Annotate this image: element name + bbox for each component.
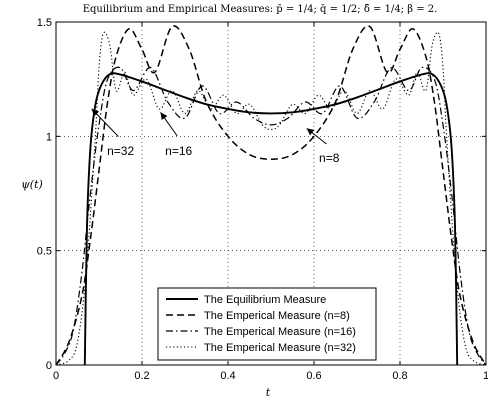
legend-box: [157, 287, 377, 361]
x-tick-label: 0.2: [134, 370, 149, 382]
x-axis-label: t: [266, 386, 271, 399]
y-tick-label: 1.5: [37, 17, 52, 29]
legend-label: The Emperical Measure (n=8): [204, 310, 350, 322]
series-line-2: [55, 25, 487, 366]
annotation-arrowhead: [91, 108, 100, 117]
y-tick-label: 0.5: [37, 246, 52, 258]
annotation-label: n=16: [165, 144, 192, 158]
legend-label: The Emperical Measure (n=32): [204, 342, 356, 354]
x-tick-label: 0.4: [220, 370, 235, 382]
y-tick-label: 0: [46, 360, 52, 372]
annotation-arrowhead: [160, 112, 168, 121]
x-tick-label: 0.6: [306, 370, 321, 382]
annotations: n=32 n=16 n=8: [91, 108, 340, 165]
y-axis-label: ψ(t): [21, 178, 43, 191]
x-tick-label: 1: [483, 370, 488, 382]
legend-label: The Emperical Measure (n=16): [204, 326, 356, 338]
y-tick-label: 1: [46, 131, 52, 143]
annotation-label: n=8: [319, 151, 340, 165]
x-tick-label: 0: [53, 370, 59, 382]
annotation-arrowhead: [306, 128, 315, 136]
ticks: 0 0.2 0.4 0.6 0.8 1 0 0.5 1 1.5: [37, 17, 488, 382]
annotation-label: n=32: [107, 144, 134, 158]
chart-title: Equilibrium and Empirical Measures: p̄ =…: [83, 4, 438, 15]
plot-frame: [55, 21, 487, 366]
x-tick-label: 0.8: [392, 370, 407, 382]
legend-label: The Equilibrium Measure: [204, 294, 326, 306]
legend: The Equilibrium Measure The Emperical Mea…: [157, 287, 377, 361]
series-line-1: [83, 72, 459, 366]
